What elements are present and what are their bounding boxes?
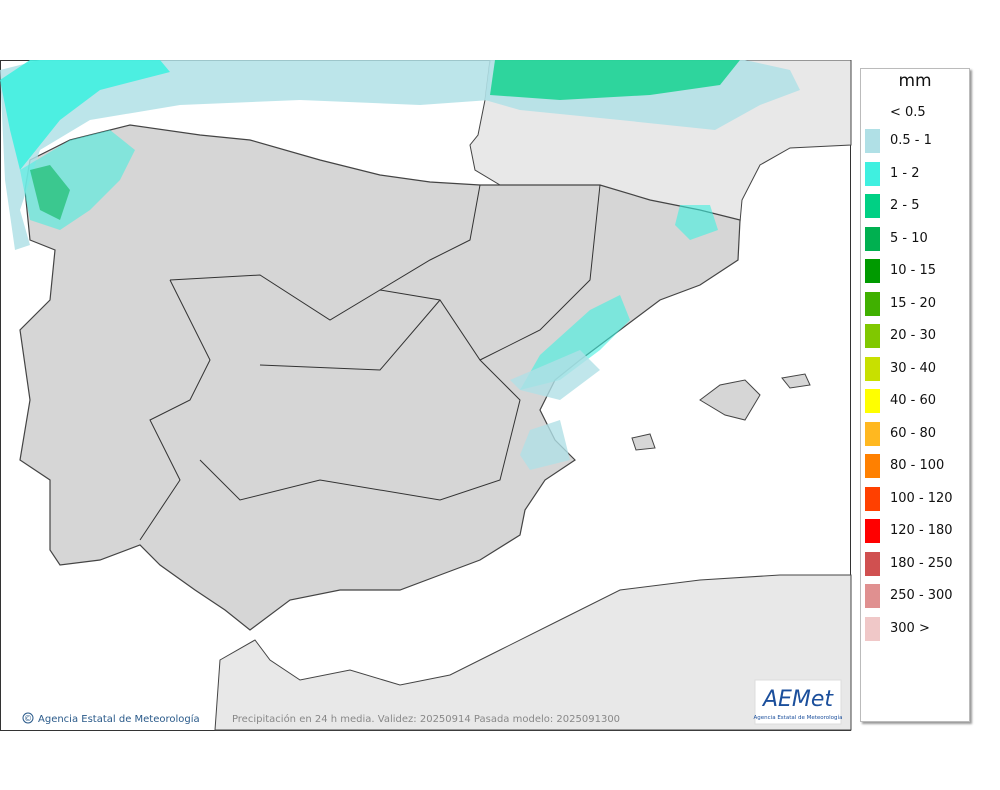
legend-row: 100 - 120 <box>865 486 965 511</box>
legend-swatch <box>865 291 880 316</box>
copyright-icon <box>22 712 34 724</box>
legend-row: 20 - 30 <box>865 324 965 348</box>
legend-row: 15 - 20 <box>865 291 965 316</box>
island <box>699 379 761 421</box>
logo: AEMet <box>761 687 834 712</box>
legend-swatch <box>865 356 880 381</box>
legend-swatch <box>865 454 880 478</box>
legend-row: 30 - 40 <box>865 356 965 381</box>
logo-subtitle: Agencia Estatal de Meteorología <box>754 714 843 721</box>
legend-row: 1 - 2 <box>865 161 965 186</box>
iberia <box>19 124 741 631</box>
legend-label: 180 - 250 <box>890 555 953 571</box>
legend-swatch <box>865 584 880 608</box>
legend-row: 60 - 80 <box>865 421 965 446</box>
legend-swatch <box>865 161 880 186</box>
legend-swatch <box>865 226 880 251</box>
legend-swatch <box>865 421 880 446</box>
legend-label: 2 - 5 <box>890 198 920 213</box>
legend-row: 80 - 100 <box>865 454 965 478</box>
legend-row: 300 > <box>865 616 965 641</box>
map: © Agencia Estatal de Meteorología Precip… <box>0 60 852 731</box>
logo-box <box>754 679 842 725</box>
island <box>781 373 811 389</box>
legend-row: 40 - 60 <box>865 389 965 413</box>
legend-label: 300 > <box>890 620 930 636</box>
legend-row: 180 - 250 <box>865 551 965 576</box>
legend-row: < 0.5 <box>865 101 965 121</box>
legend-row: 0.5 - 1 <box>865 129 965 153</box>
legend-label: 10 - 15 <box>890 263 937 278</box>
legend-label: 15 - 20 <box>890 295 937 311</box>
legend-row: 120 - 180 <box>865 519 965 543</box>
legend-label: 20 - 30 <box>890 328 937 343</box>
legend-swatch <box>865 616 880 641</box>
legend-swatch <box>865 519 880 543</box>
credit: Agencia Estatal de Meteorología <box>38 713 200 725</box>
legend-row: 250 - 300 <box>865 584 965 608</box>
legend-swatch <box>865 259 880 283</box>
legend-swatch <box>865 129 880 153</box>
legend-swatch <box>865 194 880 218</box>
precipitation <box>0 60 800 470</box>
legend-label: 60 - 80 <box>890 425 937 441</box>
copyright-symbol: © <box>24 714 32 723</box>
legend-row: 10 - 15 <box>865 259 965 283</box>
legend-label: < 0.5 <box>890 105 926 120</box>
legend-swatch <box>865 486 880 511</box>
legend-label: 1 - 2 <box>890 165 920 181</box>
legend-swatch <box>865 389 880 413</box>
legend-swatch <box>865 324 880 348</box>
borders <box>139 184 601 541</box>
island <box>631 433 656 451</box>
legend-label: 250 - 300 <box>890 588 953 603</box>
legend-label: 120 - 180 <box>890 523 953 538</box>
legend-label: 0.5 - 1 <box>890 133 932 148</box>
legend-label: 30 - 40 <box>890 360 937 376</box>
legend-row: 5 - 10 <box>865 226 965 251</box>
legend-swatch <box>865 551 880 576</box>
legend-label: 40 - 60 <box>890 393 937 408</box>
legend-row: 2 - 5 <box>865 194 965 218</box>
africa <box>214 574 852 731</box>
legend: mm < 0.5 0.5 - 1 1 - 2 2 - 5 5 - 10 10 - 15 15… <box>860 68 970 722</box>
legend-title: mm <box>898 71 932 91</box>
legend-label: 100 - 120 <box>890 490 953 506</box>
legend-label: 5 - 10 <box>890 230 928 246</box>
legend-label: 80 - 100 <box>890 458 945 473</box>
caption: Precipitación en 24 h media. Validez: 20… <box>232 713 620 725</box>
